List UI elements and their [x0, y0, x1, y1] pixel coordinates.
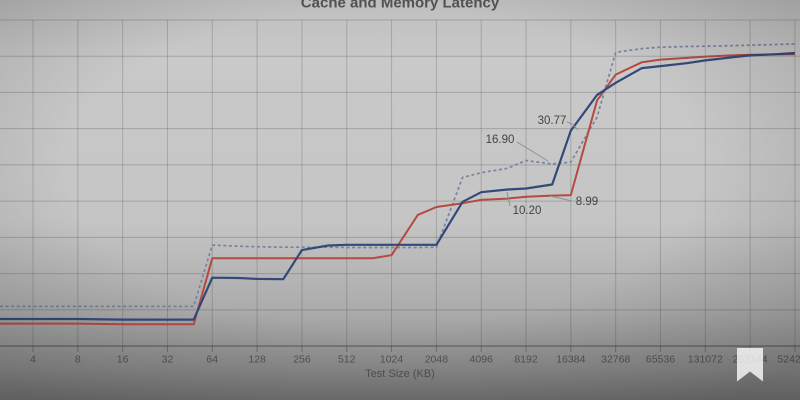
bookmark-icon[interactable] [737, 348, 763, 382]
